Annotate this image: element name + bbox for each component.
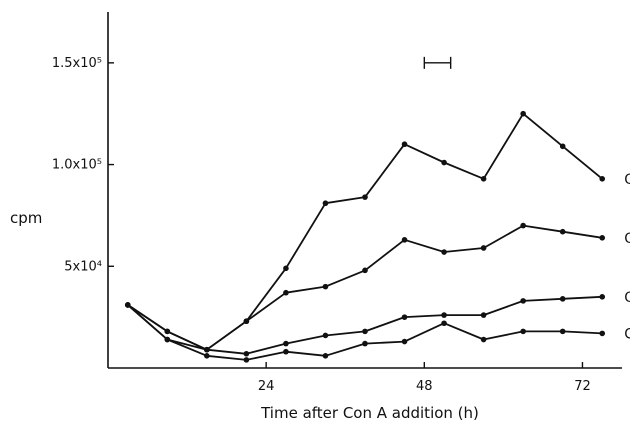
series-label: CC — [624, 326, 630, 342]
data-point — [559, 328, 566, 335]
x-tick-label: 48 — [416, 379, 433, 394]
ticks: 24 48 72 5x10⁴ 1.0x10⁵ 1.5x10⁵ — [52, 56, 591, 394]
data-point — [362, 340, 368, 347]
data-point — [362, 267, 368, 274]
data-point — [520, 222, 526, 229]
data-point — [401, 314, 408, 320]
y-tick-label: 1.5x10⁵ — [52, 56, 102, 71]
data-point — [599, 176, 606, 182]
error-bar — [423, 56, 452, 69]
x-tick-label: 24 — [258, 379, 275, 394]
data-point — [164, 328, 171, 335]
series-label: O-12 — [624, 231, 630, 247]
data-point — [480, 312, 487, 318]
data-point — [599, 330, 606, 337]
series-o-24: O-24 — [124, 110, 630, 353]
data-point — [362, 328, 368, 335]
data-point — [322, 352, 329, 359]
data-point — [520, 298, 526, 304]
y-tick-label: 1.0x10⁵ — [52, 158, 102, 173]
x-axis-label: Time after Con A addition (h) — [260, 404, 479, 422]
data-point — [283, 340, 289, 347]
data-point — [599, 294, 606, 300]
data-point — [441, 249, 447, 255]
data-point — [283, 265, 289, 272]
data-point — [243, 357, 250, 363]
data-point — [362, 194, 368, 200]
data-point — [243, 318, 250, 325]
series-label: O-6 — [624, 290, 630, 306]
series-label: O-24 — [624, 172, 630, 188]
data-point — [559, 296, 566, 302]
data-point — [243, 350, 250, 357]
data-point — [283, 348, 289, 355]
data-point — [441, 159, 447, 166]
data-point — [480, 176, 487, 182]
data-point — [599, 235, 606, 241]
data-point — [322, 332, 329, 339]
data-point — [204, 352, 210, 359]
data-point — [322, 200, 329, 207]
data-point — [520, 328, 526, 335]
y-axis-label: cpm — [10, 209, 42, 227]
data-point — [480, 336, 487, 343]
series-group: O-24 O-12 O-6 CC — [124, 110, 630, 363]
data-point — [559, 228, 566, 235]
data-point — [124, 302, 131, 308]
x-tick-label: 72 — [574, 379, 591, 394]
data-point — [204, 346, 210, 353]
data-point — [559, 143, 566, 150]
series-cc: CC — [124, 302, 630, 363]
data-point — [401, 141, 408, 148]
series-line — [127, 112, 603, 351]
y-tick-label: 5x10⁴ — [64, 259, 102, 274]
series-o-12: O-12 — [124, 222, 630, 353]
data-point — [480, 245, 487, 251]
data-point — [322, 283, 329, 290]
axes — [107, 12, 622, 369]
data-point — [441, 312, 447, 318]
data-point — [164, 336, 171, 343]
data-point — [520, 110, 526, 117]
data-point — [441, 320, 447, 327]
data-point — [401, 338, 408, 345]
data-point — [283, 289, 289, 296]
data-point — [401, 237, 408, 243]
